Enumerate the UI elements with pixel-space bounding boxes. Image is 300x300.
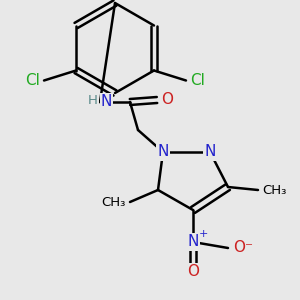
Text: Cl: Cl (190, 73, 205, 88)
Text: O: O (161, 92, 173, 107)
Text: N: N (101, 94, 112, 109)
Text: +: + (198, 229, 208, 239)
Text: O: O (187, 265, 199, 280)
Text: N: N (204, 145, 216, 160)
Text: N: N (187, 235, 199, 250)
Text: CH₃: CH₃ (262, 184, 286, 196)
Text: N: N (157, 145, 169, 160)
Text: O⁻: O⁻ (233, 241, 253, 256)
Text: H: H (88, 94, 98, 107)
Text: CH₃: CH₃ (102, 196, 126, 208)
Text: Cl: Cl (25, 73, 40, 88)
